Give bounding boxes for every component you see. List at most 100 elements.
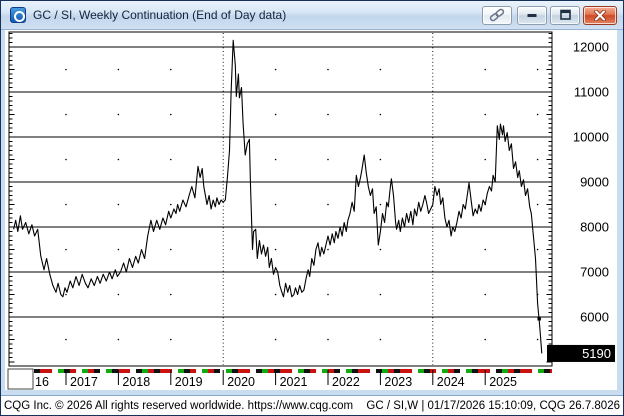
year-gridline-dot <box>170 68 172 71</box>
x-axis-label: 2021 <box>280 375 308 389</box>
session-strip-segment <box>214 369 220 373</box>
year-gridline-dot <box>65 158 67 161</box>
session-strip-segment <box>256 369 262 373</box>
session-strip-segment <box>508 369 514 373</box>
cqg-logo-ring <box>14 11 25 22</box>
session-strip-segment <box>238 369 244 373</box>
session-strip-segment <box>406 369 412 373</box>
session-strip-segment <box>142 369 148 373</box>
year-gridline-dot <box>117 293 120 296</box>
year-gridline-dot <box>274 68 277 71</box>
session-strip-segment <box>418 369 424 373</box>
year-gridline-dot <box>170 203 172 206</box>
session-strip-segment <box>298 369 304 373</box>
close-button[interactable] <box>583 5 617 25</box>
session-strip-segment <box>334 369 340 373</box>
session-strip-segment <box>58 369 64 373</box>
session-strip-segment <box>436 369 442 373</box>
session-strip-segment <box>424 369 430 373</box>
last-tick-marker <box>537 317 541 321</box>
session-strip-segment <box>550 369 552 373</box>
x-axis-label: 2020 <box>227 375 255 389</box>
session-strip-segment <box>40 369 46 373</box>
year-gridline-dot <box>484 158 487 161</box>
window-controls <box>482 5 617 25</box>
quote-status-text: GC / SI,W | 01/17/2026 15:10:09, CQG 26.… <box>366 400 620 412</box>
session-strip-segment <box>388 369 394 373</box>
year-gridline-dot <box>379 113 382 116</box>
plot-border[interactable] <box>8 31 553 367</box>
session-strip-segment <box>394 369 400 373</box>
year-gridline-dot <box>536 338 539 341</box>
maximize-button[interactable] <box>550 5 580 25</box>
session-strip-segment <box>532 369 538 373</box>
session-strip-segment <box>262 369 268 373</box>
year-gridline-dot <box>117 203 120 206</box>
last-price-label: 5190 <box>582 346 611 361</box>
year-gridline-dot <box>274 293 277 296</box>
year-gridline-dot <box>484 293 487 296</box>
titlebar[interactable]: GC / SI, Weekly Continuation (End of Day… <box>1 1 623 30</box>
year-gridline-dot <box>536 68 539 71</box>
session-strip-segment <box>136 369 142 373</box>
y-axis-label: 8000 <box>580 220 609 235</box>
year-gridline-dot <box>379 248 382 251</box>
session-strip-segment <box>364 369 370 373</box>
axis-corner-box[interactable] <box>7 368 34 390</box>
session-strip-segment <box>448 369 454 373</box>
year-gridline-dot <box>484 113 487 116</box>
cqg-app-icon <box>10 7 26 23</box>
session-strip-segment <box>322 369 328 373</box>
y-axis-label: 10000 <box>573 130 609 145</box>
year-gridline-dot <box>536 113 539 116</box>
session-strip-segment <box>148 369 154 373</box>
year-gridline-dot <box>65 338 67 341</box>
year-gridline-dot <box>484 248 487 251</box>
price-chart[interactable]: 12000 11000 10000 9000 8000 7000 6000 5190 16 201… <box>1 30 624 395</box>
session-strip-segment <box>460 369 466 373</box>
session-strip-segment <box>274 369 280 373</box>
session-strip-segment <box>280 369 286 373</box>
maximize-box-icon <box>559 9 571 20</box>
session-strip-segment <box>64 369 70 373</box>
session-strip-segment <box>520 369 526 373</box>
year-gridline-dot <box>65 113 67 116</box>
session-strip-segment <box>292 369 298 373</box>
session-strip-segment <box>124 369 130 373</box>
session-strip-segment <box>370 369 376 373</box>
link-button[interactable] <box>482 5 512 25</box>
y-axis-label: 6000 <box>580 310 609 325</box>
session-strip-segment <box>286 369 292 373</box>
year-gridline-dot <box>327 158 329 161</box>
year-gridline-dot <box>484 338 487 341</box>
session-strip-segment <box>478 369 484 373</box>
x-axis-label: 2017 <box>70 375 98 389</box>
session-strip-segment <box>484 369 490 373</box>
session-strip-segment <box>526 369 532 373</box>
session-strip-segment <box>466 369 472 373</box>
year-gridline-dot <box>117 248 120 251</box>
session-strip-segment <box>118 369 124 373</box>
year-gridline-dot <box>536 158 539 161</box>
year-gridline-dot <box>379 158 382 161</box>
session-strip-segment <box>340 369 346 373</box>
x-axis-label: 2025 <box>489 375 517 389</box>
session-strip-segment <box>76 369 82 373</box>
y-axis-label: 9000 <box>580 175 609 190</box>
x-axis-label: 2024 <box>437 375 465 389</box>
minimize-button[interactable] <box>517 5 547 25</box>
year-gridline-dot <box>170 248 172 251</box>
session-strip-segment <box>34 369 40 373</box>
copyright-text: CQG Inc. © 2026 All rights reserved worl… <box>4 400 354 412</box>
year-gridline-dot <box>327 338 329 341</box>
status-bar: CQG Inc. © 2026 All rights reserved worl… <box>1 395 623 415</box>
session-strip-segment <box>538 369 544 373</box>
close-x-icon <box>594 9 606 21</box>
year-gridline-dot <box>327 248 329 251</box>
session-strip-segment <box>100 369 106 373</box>
session-strip-segment <box>304 369 310 373</box>
session-strip-segment <box>310 369 316 373</box>
session-strip-segment <box>490 369 496 373</box>
year-gridline-dot <box>65 203 67 206</box>
session-strip-segment <box>268 369 274 373</box>
